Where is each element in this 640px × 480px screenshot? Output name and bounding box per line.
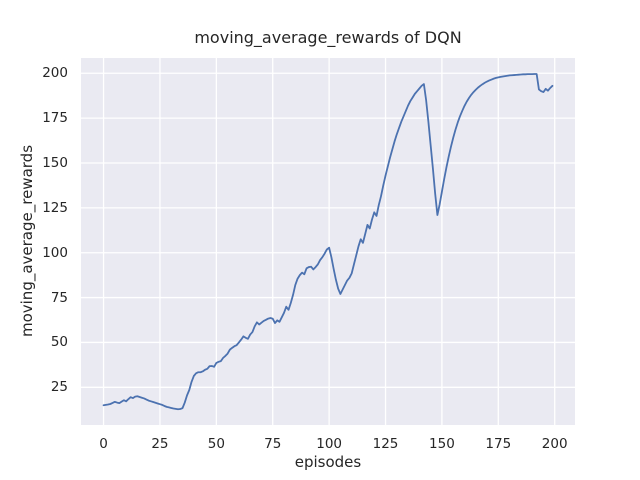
y-tick-label: 125 bbox=[42, 199, 68, 216]
x-tick-label: 25 bbox=[151, 436, 169, 452]
y-tick-label: 150 bbox=[42, 154, 68, 171]
reward-line-series bbox=[102, 73, 554, 411]
x-axis-label: episodes bbox=[294, 453, 362, 471]
vertical-gridlines bbox=[102, 58, 556, 425]
series-moving_average_rewards bbox=[102, 73, 554, 411]
plot-area bbox=[81, 58, 575, 425]
line-chart bbox=[81, 58, 575, 425]
x-tick-label: 0 bbox=[99, 436, 108, 452]
y-axis-label: moving_average_rewards bbox=[18, 144, 36, 338]
x-tick-label: 200 bbox=[541, 436, 568, 452]
y-tick-label: 100 bbox=[42, 244, 68, 261]
horizontal-gridlines bbox=[81, 72, 575, 388]
y-tick-label: 50 bbox=[50, 334, 68, 351]
x-tick-label: 125 bbox=[372, 436, 399, 452]
y-tick-label: 175 bbox=[42, 110, 68, 127]
chart-title: moving_average_rewards of DQN bbox=[194, 28, 462, 47]
x-tick-label: 175 bbox=[485, 436, 512, 452]
x-tick-label: 100 bbox=[316, 436, 343, 452]
x-tick-label: 150 bbox=[429, 436, 455, 452]
y-tick-label: 75 bbox=[50, 289, 68, 306]
y-tick-label: 200 bbox=[42, 65, 68, 82]
y-tick-label: 25 bbox=[50, 379, 68, 396]
x-tick-label: 75 bbox=[264, 436, 282, 452]
x-tick-label: 50 bbox=[207, 436, 225, 452]
